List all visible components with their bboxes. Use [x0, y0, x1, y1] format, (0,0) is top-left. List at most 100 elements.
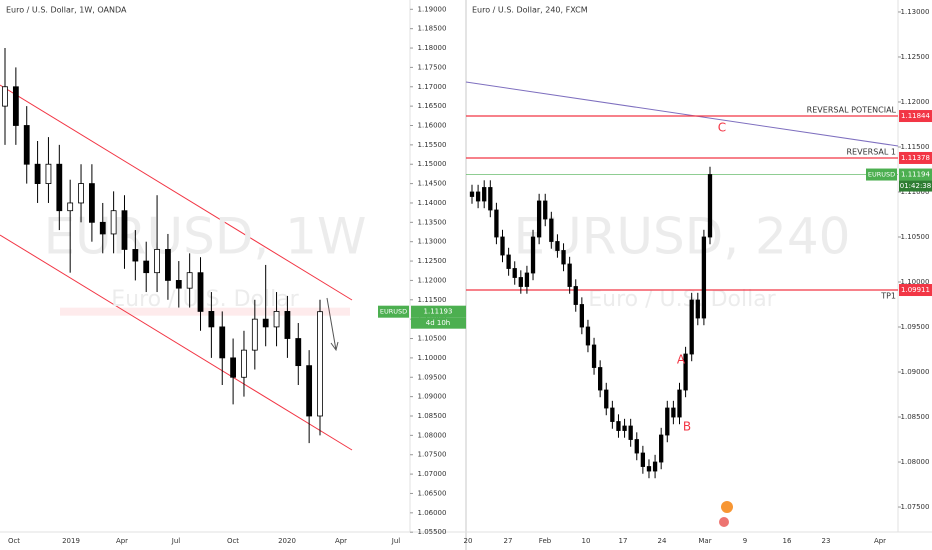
countdown: 4d 10h	[426, 319, 450, 327]
x-tick-label: Jul	[391, 537, 401, 545]
y-tick-label: 1.08500	[901, 413, 930, 421]
y-tick-label: 1.10000	[418, 354, 447, 362]
candle-body	[536, 200, 542, 238]
event-icon	[719, 517, 729, 527]
wave-label: B	[683, 420, 691, 434]
y-tick-label: 1.14500	[418, 180, 447, 188]
candle-body	[518, 277, 523, 287]
candle-body	[295, 338, 302, 367]
candle-body	[628, 425, 633, 440]
candle-body	[154, 249, 160, 274]
y-tick-label: 1.06500	[418, 489, 447, 497]
candle-body	[230, 357, 237, 378]
y-tick-label: 1.08500	[418, 412, 447, 420]
candle-body	[665, 407, 670, 436]
candle-body	[543, 200, 548, 220]
candle-body	[677, 389, 682, 418]
watermark: EURUSD, 240	[514, 208, 851, 266]
badge-name: EURUSD	[380, 308, 407, 316]
x-tick-label: Mar	[698, 537, 711, 545]
x-tick-label: Jul	[171, 537, 181, 545]
candle-body	[88, 183, 95, 223]
x-tick-label: 9	[743, 537, 747, 545]
price-line-label: TP1	[880, 292, 896, 301]
candle-body	[555, 241, 560, 251]
x-tick-label: Apr	[874, 537, 886, 545]
x-tick-label: 27	[504, 537, 513, 545]
y-tick-label: 1.08000	[418, 431, 447, 439]
y-tick-label: 1.18500	[418, 25, 447, 33]
y-tick-label: 1.07500	[418, 451, 447, 459]
candle-body	[45, 163, 52, 184]
event-icon	[721, 501, 733, 513]
candle-body	[143, 260, 150, 274]
candle-body	[500, 236, 505, 256]
candle-body	[284, 311, 291, 339]
candle-body	[640, 452, 646, 467]
candle-body	[241, 349, 247, 378]
x-tick-label: Oct	[8, 537, 20, 545]
candle-body	[121, 210, 128, 250]
candle-body	[34, 163, 41, 184]
y-tick-label: 1.11500	[418, 296, 447, 304]
candle-body	[616, 421, 621, 431]
candle-body	[579, 304, 584, 328]
candle-body	[175, 280, 182, 289]
countdown: 01:42:38	[900, 182, 931, 190]
candle-body	[488, 187, 493, 211]
candle-body	[186, 272, 193, 289]
price-highlight	[60, 307, 350, 316]
y-tick-label: 1.13500	[418, 218, 447, 226]
y-tick-label: 1.17500	[418, 63, 447, 71]
y-tick-label: 1.14000	[418, 199, 447, 207]
x-tick-label: 23	[822, 537, 831, 545]
candle-body	[251, 318, 258, 351]
y-tick-label: 1.15000	[418, 160, 447, 168]
candle-body	[610, 407, 615, 422]
arrow	[326, 297, 339, 352]
y-tick-label: 1.16500	[418, 102, 447, 110]
wave-label: C	[718, 121, 726, 135]
watermark-sub: Euro / U.S. Dollar	[588, 287, 776, 312]
candle-body	[659, 434, 664, 463]
y-tick-label: 1.12000	[901, 98, 930, 106]
candle-body	[598, 367, 603, 391]
x-tick-label: 2019	[62, 537, 80, 545]
x-tick-label: 2020	[278, 537, 296, 545]
candle-body	[99, 221, 106, 235]
y-tick-label: 1.15500	[418, 141, 447, 149]
y-tick-label: 1.12000	[418, 276, 447, 284]
candle-body	[317, 311, 323, 417]
x-tick-label: Oct	[227, 537, 239, 545]
y-tick-label: 1.07000	[418, 470, 447, 478]
candle-body	[512, 268, 517, 278]
y-tick-label: 1.09000	[901, 368, 930, 376]
x-tick-label: Apr	[335, 537, 347, 545]
y-tick-label: 1.11500	[901, 143, 930, 151]
candle-body	[646, 466, 652, 472]
candle-body	[12, 86, 19, 126]
candle-body	[652, 461, 658, 472]
candle-body	[67, 202, 74, 212]
chart-title: Euro / U.S. Dollar, 1W, OANDA	[6, 6, 127, 15]
candle-body	[622, 425, 627, 431]
watermark-sub: Euro / U.S. Dollar	[111, 287, 299, 312]
candle-body	[219, 326, 226, 359]
price-badge-value: 1.11378	[901, 154, 930, 162]
watermark: EURUSD, 1W	[44, 208, 367, 266]
y-tick-label: 1.12500	[901, 53, 930, 61]
x-tick-label: 10	[582, 537, 591, 545]
x-tick-label: Apr	[116, 537, 128, 545]
price-badge-value: 1.09911	[901, 286, 930, 294]
candle-body	[110, 210, 117, 235]
y-tick-label: 1.05500	[418, 528, 447, 536]
y-tick-label: 1.09000	[418, 393, 447, 401]
price-line-label: REVERSAL 1	[847, 147, 897, 156]
wave-label: A	[677, 353, 686, 367]
candle-body	[549, 218, 554, 242]
candle-body	[23, 125, 30, 165]
y-tick-label: 1.10500	[901, 233, 930, 241]
trend-line	[465, 81, 899, 147]
candle-body	[591, 344, 597, 368]
chart-title: Euro / U.S. Dollar, 240, FXCM	[472, 6, 588, 15]
